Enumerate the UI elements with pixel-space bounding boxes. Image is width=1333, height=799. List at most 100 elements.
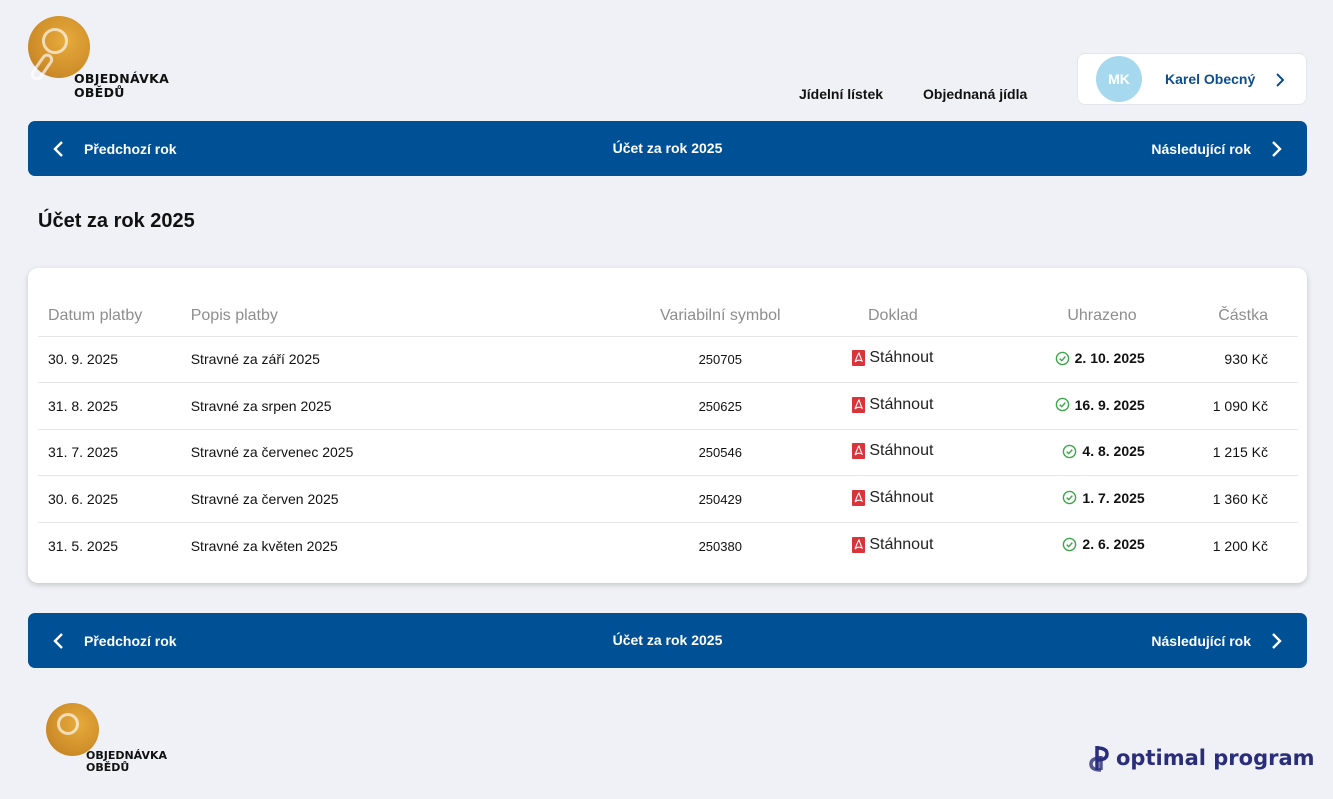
chevron-right-icon xyxy=(1272,632,1282,649)
download-label: Stáhnout xyxy=(869,395,934,413)
payments-card: Datum platby Popis platby Variabilní sym… xyxy=(28,268,1307,583)
payment-description-text: Stravné za květen 2025 xyxy=(190,537,338,554)
pdf-file-icon xyxy=(852,350,866,367)
footer-logo-line2: OBĚDŮ xyxy=(86,761,130,774)
payment-amount: 1 090 Kč xyxy=(1144,382,1298,430)
download-label: Stáhnout xyxy=(869,488,934,506)
paid-date: 16. 9. 2025 xyxy=(1074,396,1145,413)
check-circle-icon xyxy=(1063,444,1077,458)
paid-date: 4. 8. 2025 xyxy=(1082,443,1145,459)
download-document-link[interactable]: Stáhnout xyxy=(852,489,933,507)
pdf-file-icon xyxy=(852,536,866,553)
year-title: Účet za rok 2025 xyxy=(612,140,723,156)
variable-symbol: 250625 xyxy=(621,382,819,430)
download-document-link[interactable]: Stáhnout xyxy=(852,536,933,554)
spoon-icon xyxy=(57,713,79,735)
optimal-program-icon xyxy=(1089,746,1109,772)
table-row: 30. 6. 2025 Stravné za červen 2025 25042… xyxy=(38,475,1298,523)
footer-logo[interactable]: OBJEDNÁVKA OBĚDŮ xyxy=(46,703,186,783)
document-cell: Stáhnout xyxy=(819,522,967,569)
pdf-file-icon xyxy=(852,396,866,413)
optimal-program-logo[interactable]: optimal program xyxy=(1088,744,1315,772)
download-label: Stáhnout xyxy=(869,535,934,553)
year-navigation-bottom: Předchozí rok Účet za rok 2025 Následují… xyxy=(28,613,1307,668)
header-paid: Uhrazeno xyxy=(967,296,1145,337)
chevron-left-icon xyxy=(53,632,63,649)
payment-description-text: Stravné za červenec 2025 xyxy=(190,444,354,461)
avatar: MK xyxy=(1096,56,1142,102)
download-document-link[interactable]: Stáhnout xyxy=(852,396,933,414)
header-variable-symbol: Variabilní symbol xyxy=(621,296,819,337)
paid-date: 2. 6. 2025 xyxy=(1082,536,1145,553)
variable-symbol: 250546 xyxy=(621,429,819,476)
previous-year-button[interactable]: Předchozí rok xyxy=(50,613,177,668)
payment-date: 31. 8. 2025 xyxy=(38,382,191,430)
nav-orders-link[interactable]: Objednaná jídla xyxy=(923,86,1028,102)
payment-date: 31. 5. 2025 xyxy=(48,537,119,554)
table-row: 31. 8. 2025 Stravné za srpen 2025 250625… xyxy=(38,382,1298,430)
main-nav: Jídelní lístek Objednaná jídla xyxy=(799,86,1027,102)
payment-amount: 930 Kč xyxy=(1144,336,1298,383)
download-label: Stáhnout xyxy=(869,442,934,460)
paid-cell: 2. 6. 2025 xyxy=(967,522,1145,569)
spoon-icon xyxy=(42,28,68,54)
header-description: Popis platby xyxy=(190,296,622,337)
footer-logo-line1: OBJEDNÁVKA xyxy=(86,749,167,762)
variable-symbol-text: 250429 xyxy=(698,491,742,507)
nav-menu-link[interactable]: Jídelní lístek xyxy=(799,86,884,102)
next-year-button[interactable]: Následující rok xyxy=(1151,613,1285,668)
paid-cell: 16. 9. 2025 xyxy=(967,382,1145,430)
header-document: Doklad xyxy=(818,296,968,337)
payment-description: Stravné za srpen 2025 xyxy=(190,382,622,430)
payment-amount: 1 215 Kč xyxy=(1144,429,1298,476)
payment-description: Stravné za červenec 2025 xyxy=(190,429,622,476)
header-date: Datum platby xyxy=(38,296,191,337)
table-header-row: Datum platby Popis platby Variabilní sym… xyxy=(38,296,1298,337)
payment-date: 30. 9. 2025 xyxy=(38,336,191,383)
header-amount: Částka xyxy=(1144,296,1298,337)
check-circle-icon xyxy=(1055,397,1069,412)
app-logo[interactable]: OBJEDNÁVKA OBĚDŮ xyxy=(28,16,188,106)
document-cell: Stáhnout xyxy=(818,475,968,523)
variable-symbol-text: 250625 xyxy=(698,398,742,414)
variable-symbol: 250429 xyxy=(621,475,819,523)
document-cell: Stáhnout xyxy=(818,336,968,383)
download-label: Stáhnout xyxy=(869,349,934,367)
table-row: 30. 9. 2025 Stravné za září 2025 250705 … xyxy=(38,336,1298,383)
payments-table: Datum platby Popis platby Variabilní sym… xyxy=(38,296,1298,569)
year-title: Účet za rok 2025 xyxy=(612,632,723,648)
paid-date: 2. 10. 2025 xyxy=(1074,350,1145,366)
variable-symbol: 250380 xyxy=(622,522,819,569)
payment-description: Stravné za září 2025 xyxy=(190,336,622,383)
payment-description-text: Stravné za srpen 2025 xyxy=(190,397,332,414)
partner-name: optimal program xyxy=(1116,746,1315,770)
download-document-link[interactable]: Stáhnout xyxy=(852,442,933,460)
paid-cell: 2. 10. 2025 xyxy=(967,336,1145,383)
check-circle-icon xyxy=(1055,351,1069,365)
variable-symbol-text: 250546 xyxy=(698,445,742,461)
pdf-file-icon xyxy=(852,489,866,506)
year-navigation-top: Předchozí rok Účet za rok 2025 Následují… xyxy=(28,121,1307,176)
payment-date: 30. 6. 2025 xyxy=(38,475,191,523)
next-year-button[interactable]: Následující rok xyxy=(1151,121,1285,176)
pdf-file-icon xyxy=(852,443,866,460)
payment-description-text: Stravné za září 2025 xyxy=(190,351,320,368)
page-title: Účet za rok 2025 xyxy=(38,210,195,232)
payment-description: Stravné za květen 2025 xyxy=(191,522,622,569)
paid-cell: 4. 8. 2025 xyxy=(967,429,1145,476)
previous-year-button[interactable]: Předchozí rok xyxy=(50,121,177,176)
document-cell: Stáhnout xyxy=(818,382,968,430)
logo-text: OBJEDNÁVKA OBĚDŮ xyxy=(74,72,169,100)
logo-line1: OBJEDNÁVKA xyxy=(74,71,170,86)
user-menu-button[interactable]: MK Karel Obecný xyxy=(1077,53,1307,105)
next-year-label: Následující rok xyxy=(1151,140,1251,157)
download-document-link[interactable]: Stáhnout xyxy=(852,349,933,367)
next-year-label: Následující rok xyxy=(1151,632,1251,649)
payment-date: 31. 7. 2025 xyxy=(38,429,191,476)
check-circle-icon xyxy=(1063,490,1077,505)
payment-description: Stravné za červen 2025 xyxy=(190,475,622,523)
payment-amount: 1 200 Kč xyxy=(1212,537,1268,554)
logo-line2: OBĚDŮ xyxy=(74,85,125,100)
previous-year-label: Předchozí rok xyxy=(84,140,177,157)
document-cell: Stáhnout xyxy=(818,429,968,476)
